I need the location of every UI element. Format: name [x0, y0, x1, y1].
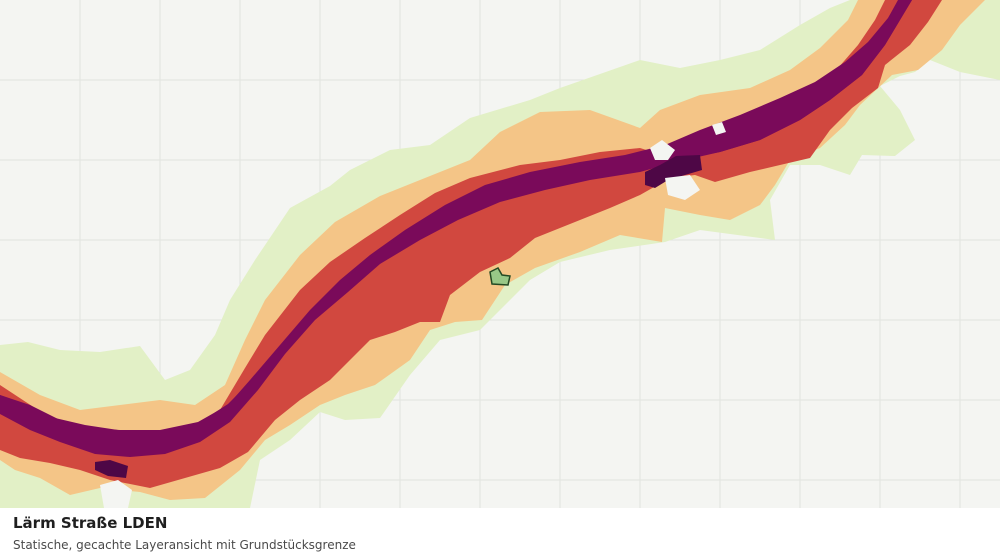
- noise-band-mid: [0, 0, 942, 488]
- layer-title: Lärm Straße LDEN: [13, 514, 168, 532]
- noise-band-highest: [95, 155, 702, 478]
- noise-map-canvas[interactable]: [0, 0, 1000, 508]
- parcel-boundary[interactable]: [489, 267, 511, 286]
- map-caption: Lärm Straße LDEN Statische, gecachte Lay…: [0, 508, 1000, 560]
- layer-subtitle: Statische, gecachte Layeransicht mit Gru…: [13, 538, 356, 552]
- unmapped-gaps: [100, 122, 726, 508]
- noise-map[interactable]: [0, 0, 1000, 508]
